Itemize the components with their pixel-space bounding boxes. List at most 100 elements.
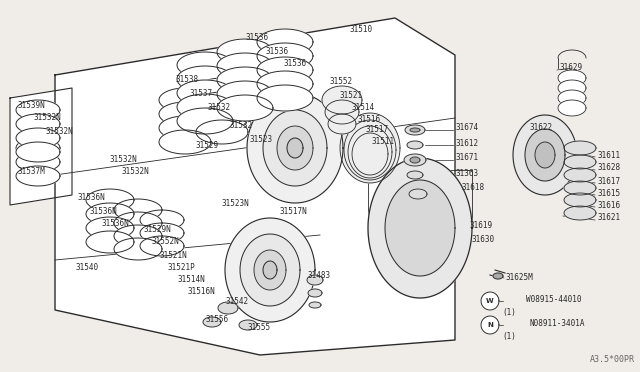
Text: 31532N: 31532N xyxy=(110,155,138,164)
Text: W: W xyxy=(486,298,494,304)
Text: 31516: 31516 xyxy=(358,115,381,124)
Polygon shape xyxy=(348,126,392,178)
Polygon shape xyxy=(218,302,238,314)
Text: 31536N: 31536N xyxy=(90,206,118,215)
Polygon shape xyxy=(307,275,323,285)
Text: A3.5*00PR: A3.5*00PR xyxy=(590,355,635,364)
Polygon shape xyxy=(564,155,596,169)
Polygon shape xyxy=(558,70,586,86)
Polygon shape xyxy=(240,234,300,306)
Text: 31532N: 31532N xyxy=(122,167,150,176)
Polygon shape xyxy=(16,142,60,162)
Text: 31523: 31523 xyxy=(250,135,273,144)
Polygon shape xyxy=(410,157,420,163)
Polygon shape xyxy=(558,100,586,116)
Text: 31514N: 31514N xyxy=(178,276,205,285)
Polygon shape xyxy=(564,181,596,195)
Text: 31556: 31556 xyxy=(205,315,228,324)
Polygon shape xyxy=(257,57,313,83)
Polygon shape xyxy=(159,88,211,112)
Polygon shape xyxy=(257,43,313,69)
Polygon shape xyxy=(257,85,313,111)
Text: 31532N: 31532N xyxy=(33,113,61,122)
Text: 31363: 31363 xyxy=(455,169,478,177)
Text: 31612: 31612 xyxy=(455,138,478,148)
Polygon shape xyxy=(203,317,221,327)
Polygon shape xyxy=(86,203,134,225)
Text: 31536: 31536 xyxy=(283,60,306,68)
Polygon shape xyxy=(196,78,248,102)
Text: 31621: 31621 xyxy=(598,214,621,222)
Text: 31555: 31555 xyxy=(248,324,271,333)
Text: 31539N: 31539N xyxy=(18,102,45,110)
Polygon shape xyxy=(309,302,321,308)
Polygon shape xyxy=(159,116,211,140)
Polygon shape xyxy=(140,236,184,256)
Polygon shape xyxy=(177,80,233,106)
Text: 31538: 31538 xyxy=(175,76,198,84)
Polygon shape xyxy=(513,115,577,195)
Text: 31628: 31628 xyxy=(598,164,621,173)
Polygon shape xyxy=(254,250,286,290)
Polygon shape xyxy=(564,168,596,182)
Text: 31611: 31611 xyxy=(598,151,621,160)
Text: 31552N: 31552N xyxy=(152,237,180,247)
Polygon shape xyxy=(344,120,396,180)
Polygon shape xyxy=(114,212,162,234)
Polygon shape xyxy=(410,128,420,132)
Polygon shape xyxy=(140,210,184,230)
Text: 31619: 31619 xyxy=(470,221,493,231)
Polygon shape xyxy=(481,316,499,334)
Text: 31630: 31630 xyxy=(472,235,495,244)
Polygon shape xyxy=(340,113,400,183)
Polygon shape xyxy=(385,180,455,276)
Polygon shape xyxy=(177,108,233,134)
Polygon shape xyxy=(196,106,248,130)
Text: 31622: 31622 xyxy=(530,124,553,132)
Text: 31532N: 31532N xyxy=(45,126,73,135)
Polygon shape xyxy=(177,52,233,78)
Text: 31615: 31615 xyxy=(598,189,621,198)
Text: 31516N: 31516N xyxy=(188,288,216,296)
Polygon shape xyxy=(239,320,257,330)
Polygon shape xyxy=(352,133,388,175)
Polygon shape xyxy=(263,261,277,279)
Polygon shape xyxy=(196,120,248,144)
Polygon shape xyxy=(16,114,60,134)
Polygon shape xyxy=(16,166,60,186)
Text: 31536N: 31536N xyxy=(78,193,106,202)
Text: N08911-3401A: N08911-3401A xyxy=(530,320,586,328)
Polygon shape xyxy=(409,189,427,199)
Text: 31483: 31483 xyxy=(308,270,331,279)
Text: 31532: 31532 xyxy=(230,121,253,129)
Polygon shape xyxy=(257,29,313,55)
Polygon shape xyxy=(525,129,565,181)
Polygon shape xyxy=(140,223,184,243)
Polygon shape xyxy=(481,292,499,310)
Polygon shape xyxy=(177,66,233,92)
Text: (1): (1) xyxy=(502,331,516,340)
Polygon shape xyxy=(217,53,273,79)
Text: 31536: 31536 xyxy=(245,33,268,42)
Text: 31537: 31537 xyxy=(189,89,212,97)
Polygon shape xyxy=(217,67,273,93)
Text: 31537M: 31537M xyxy=(18,167,45,176)
Polygon shape xyxy=(322,86,362,114)
Text: (1): (1) xyxy=(502,308,516,317)
Polygon shape xyxy=(86,189,134,211)
Polygon shape xyxy=(287,138,303,158)
Text: 31552: 31552 xyxy=(330,77,353,87)
Text: 31617: 31617 xyxy=(598,176,621,186)
Polygon shape xyxy=(16,138,60,158)
Polygon shape xyxy=(114,238,162,260)
Polygon shape xyxy=(263,110,327,186)
Polygon shape xyxy=(405,125,425,135)
Text: 31521: 31521 xyxy=(340,90,363,99)
Text: 31671: 31671 xyxy=(455,154,478,163)
Text: 31529N: 31529N xyxy=(143,225,171,234)
Text: 31529: 31529 xyxy=(195,141,218,150)
Polygon shape xyxy=(564,141,596,155)
Polygon shape xyxy=(196,92,248,116)
Polygon shape xyxy=(404,154,426,166)
Polygon shape xyxy=(10,88,72,205)
